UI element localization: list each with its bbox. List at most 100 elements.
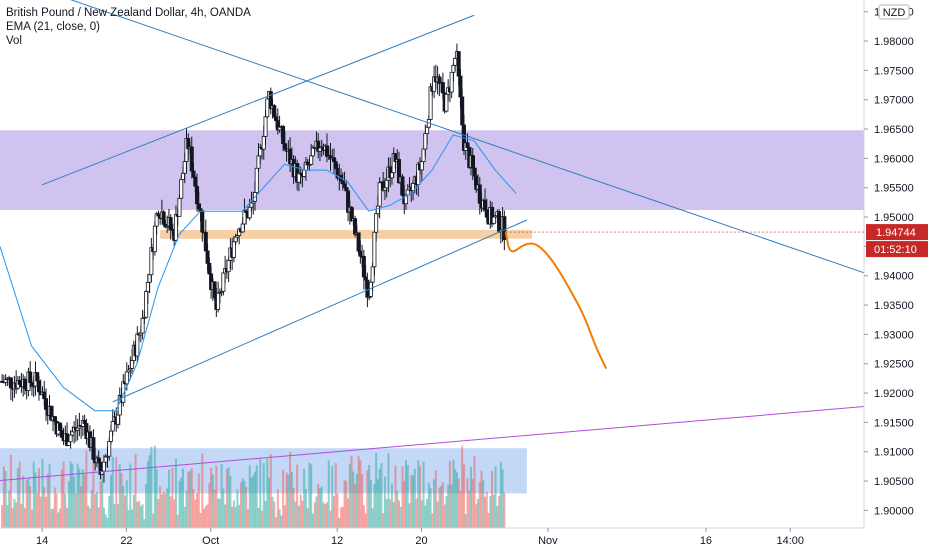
volume-bar [333,496,336,528]
volume-bar [129,463,132,528]
volume-bar [273,501,276,528]
volume-bar [4,471,7,528]
volume-bar [1,505,4,528]
volume-bar [496,506,499,528]
symbol-title[interactable]: British Pound / New Zealand Dollar, 4h, … [6,7,251,19]
volume-bar [371,508,374,528]
volume-bar [494,466,497,528]
volume-bar [422,461,425,528]
volume-bar [246,508,249,528]
volume-bar [264,500,267,528]
price-tick-label: 1.91000 [874,447,914,459]
volume-bar [101,473,104,528]
volume-bar [37,468,40,528]
volume-bar [343,479,346,528]
volume-bar [183,506,186,528]
trendlines-layer [0,0,865,481]
volume-bar [325,502,328,528]
volume-bar [306,507,309,528]
volume-bar [415,498,418,528]
volume-bar [218,498,221,528]
price-tick-label: 1.97500 [874,65,914,77]
volume-bar [447,484,450,528]
volume-bar [52,508,55,528]
volume-bar [97,507,100,528]
time-tick-label: 22 [120,535,132,547]
volume-bar [194,499,197,528]
volume-bar [29,486,32,528]
volume-bar [387,453,390,528]
volume-bar [118,464,121,528]
volume-bar [280,515,283,528]
volume-bar [261,510,264,528]
candle-body [453,58,458,66]
volume-bar [50,509,53,528]
volume-bar [53,487,56,528]
volume-bar [173,499,176,528]
candle-body [35,372,40,382]
candle-body [460,96,465,126]
candle-body [168,217,173,230]
candle-body [68,434,73,443]
volume-indicator-label[interactable]: Vol [6,35,22,47]
volume-bar [145,484,148,528]
volume-bar [92,460,95,528]
volume-bar [185,490,188,528]
candle-body [302,169,307,177]
volume-bar [503,492,506,528]
candle-body [261,135,266,150]
volume-bar [95,491,98,528]
volume-bar [340,507,343,528]
candle-body [59,430,64,438]
candle-body [28,371,33,383]
volume-bar [299,494,302,528]
candle-body [470,155,475,169]
time-tick-label: 16 [700,535,712,547]
volume-bar [211,474,214,528]
volume-bar [303,468,306,528]
volume-bar [32,461,35,528]
volume-bar [455,472,458,528]
volume-bar [108,496,111,528]
candle-body [180,172,185,180]
volume-bar [62,461,65,528]
volume-bar [20,504,23,528]
volume-bar [132,494,135,528]
volume-bar [461,445,464,528]
volume-bar [250,477,253,528]
volume-bar [385,499,388,528]
candle-body [375,205,380,215]
candle-body [458,75,463,98]
candle-body [281,126,286,145]
volume-bar [373,483,376,528]
volume-bar [241,478,244,528]
current-price-tag [866,224,928,241]
candle-body [333,161,338,169]
volume-bar [469,466,472,528]
volume-bar [327,460,330,528]
volume-bar [160,494,163,528]
volume-bar [115,457,118,528]
volume-bar [199,513,202,528]
volume-bar [357,455,360,528]
volume-bar [81,469,84,528]
ema-indicator-label[interactable]: EMA (21, close, 0) [6,21,100,33]
candle-body [103,456,108,463]
candle-body [272,105,277,118]
candle-body [193,176,198,187]
volume-bar [69,461,72,528]
volume-bar [289,452,292,528]
volume-bar [131,509,134,528]
volume-bar [376,479,379,528]
currency-box [878,4,910,20]
candle-body [254,167,259,193]
candle-body [332,157,337,163]
candle-body [82,420,87,424]
volume-bar [192,488,195,528]
volume-bar [238,504,241,528]
volume-bar [417,460,420,528]
candle-body [29,382,34,387]
volume-bar [492,494,495,528]
